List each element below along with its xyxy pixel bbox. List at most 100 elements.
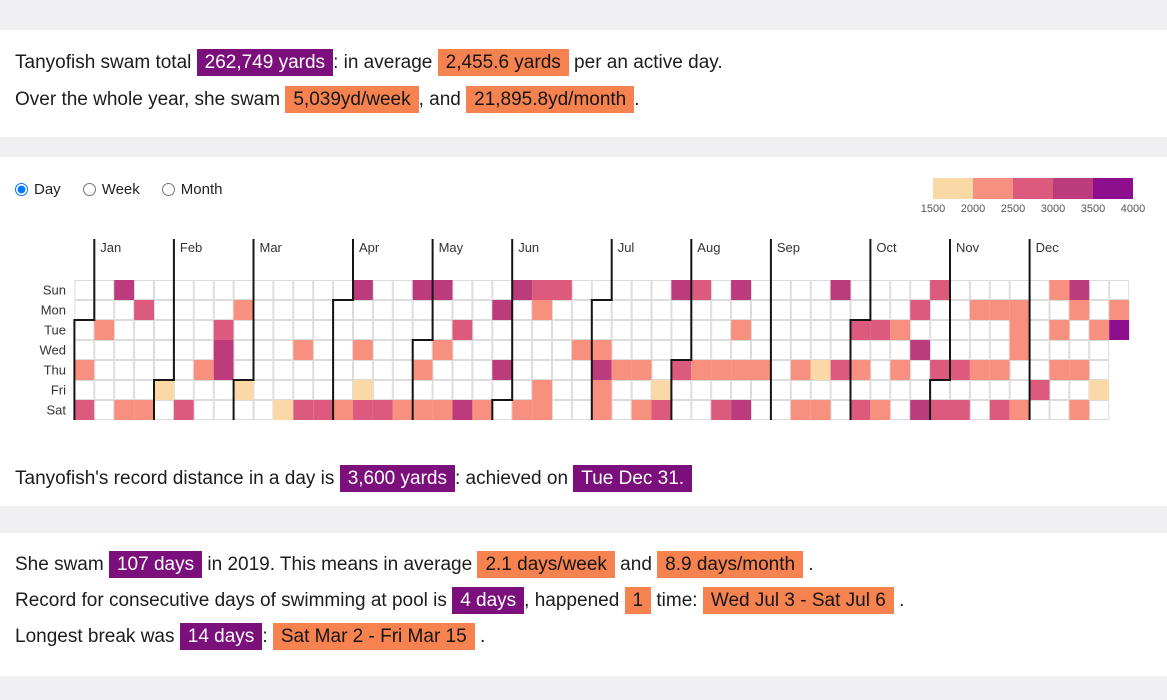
heatmap-cell[interactable]: [1009, 360, 1030, 380]
heatmap-cell[interactable]: [850, 280, 871, 300]
heatmap-cell[interactable]: [770, 360, 791, 380]
heatmap-cell[interactable]: [830, 400, 851, 420]
heatmap-cell[interactable]: [751, 320, 771, 340]
heatmap-cell-active[interactable]: [532, 280, 552, 300]
heatmap-cell[interactable]: [293, 320, 314, 340]
heatmap-cell-active[interactable]: [1069, 400, 1090, 420]
heatmap-cell[interactable]: [890, 280, 911, 300]
heatmap-cell[interactable]: [1049, 340, 1070, 360]
heatmap-cell[interactable]: [512, 380, 533, 400]
heatmap-cell[interactable]: [492, 340, 513, 360]
heatmap-cell[interactable]: [870, 280, 891, 300]
heatmap-cell[interactable]: [969, 400, 990, 420]
heatmap-cell-active[interactable]: [552, 280, 572, 300]
heatmap-cell[interactable]: [930, 340, 950, 360]
heatmap-cell-active[interactable]: [532, 400, 552, 420]
heatmap-cell[interactable]: [969, 380, 990, 400]
heatmap-cell-active[interactable]: [372, 400, 393, 420]
heatmap-cell[interactable]: [1029, 320, 1050, 340]
heatmap-cell-active[interactable]: [74, 400, 95, 420]
heatmap-cell[interactable]: [134, 280, 155, 300]
heatmap-cell-active[interactable]: [193, 360, 214, 380]
heatmap-cell-active[interactable]: [989, 360, 1010, 380]
heatmap-cell[interactable]: [253, 380, 274, 400]
heatmap-cell[interactable]: [1069, 340, 1090, 360]
heatmap-cell[interactable]: [94, 340, 115, 360]
heatmap-cell[interactable]: [74, 380, 95, 400]
heatmap-cell-active[interactable]: [731, 400, 751, 420]
heatmap-cell[interactable]: [432, 360, 453, 380]
heatmap-cell[interactable]: [114, 380, 135, 400]
heatmap-cell[interactable]: [611, 280, 632, 300]
heatmap-cell-active[interactable]: [691, 360, 712, 380]
heatmap-cell-active[interactable]: [989, 400, 1010, 420]
heatmap-cell-active[interactable]: [930, 360, 950, 380]
heatmap-cell[interactable]: [691, 320, 712, 340]
radio-month[interactable]: [161, 183, 175, 196]
heatmap-cell[interactable]: [651, 340, 672, 360]
heatmap-cell-active[interactable]: [731, 320, 751, 340]
heatmap-cell[interactable]: [74, 320, 95, 340]
heatmap-cell[interactable]: [273, 300, 294, 320]
heatmap-cell[interactable]: [969, 340, 990, 360]
heatmap-cell-active[interactable]: [910, 300, 931, 320]
heatmap-cell-active[interactable]: [134, 300, 155, 320]
heatmap-cell-active[interactable]: [154, 380, 174, 400]
heatmap-cell[interactable]: [392, 380, 413, 400]
heatmap-cell[interactable]: [711, 280, 732, 300]
heatmap-cell[interactable]: [611, 320, 632, 340]
heatmap-cell-active[interactable]: [432, 340, 453, 360]
heatmap-cell[interactable]: [1089, 280, 1110, 300]
heatmap-cell-active[interactable]: [910, 400, 931, 420]
heatmap-cell[interactable]: [1069, 320, 1090, 340]
heatmap-cell[interactable]: [253, 300, 274, 320]
heatmap-cell[interactable]: [94, 380, 115, 400]
heatmap-cell[interactable]: [711, 300, 732, 320]
heatmap-cell[interactable]: [412, 380, 433, 400]
heatmap-cell-active[interactable]: [1109, 320, 1130, 340]
heatmap-cell[interactable]: [512, 360, 533, 380]
heatmap-cell-active[interactable]: [492, 360, 513, 380]
heatmap-cell[interactable]: [631, 340, 652, 360]
heatmap-cell[interactable]: [631, 280, 652, 300]
heatmap-cell[interactable]: [333, 300, 354, 320]
heatmap-cell[interactable]: [492, 400, 513, 420]
heatmap-cell[interactable]: [532, 340, 552, 360]
heatmap-cell[interactable]: [313, 300, 334, 320]
heatmap-cell[interactable]: [671, 320, 692, 340]
heatmap-cell[interactable]: [910, 360, 931, 380]
heatmap-cell[interactable]: [293, 280, 314, 300]
heatmap-cell-active[interactable]: [930, 400, 950, 420]
heatmap-cell[interactable]: [392, 340, 413, 360]
heatmap-cell[interactable]: [969, 320, 990, 340]
heatmap-cell[interactable]: [830, 300, 851, 320]
heatmap-cell[interactable]: [591, 280, 612, 300]
heatmap-cell-active[interactable]: [213, 360, 234, 380]
heatmap-cell[interactable]: [273, 280, 294, 300]
heatmap-cell[interactable]: [74, 280, 95, 300]
heatmap-cell[interactable]: [253, 400, 274, 420]
heatmap-cell-active[interactable]: [830, 360, 851, 380]
heatmap-cell[interactable]: [372, 300, 393, 320]
heatmap-cell[interactable]: [372, 340, 393, 360]
heatmap-cell[interactable]: [770, 280, 791, 300]
heatmap-cell[interactable]: [950, 320, 970, 340]
heatmap-cell[interactable]: [631, 380, 652, 400]
heatmap-cell[interactable]: [790, 340, 811, 360]
heatmap-cell-active[interactable]: [989, 300, 1010, 320]
heatmap-cell[interactable]: [989, 340, 1010, 360]
heatmap-cell-active[interactable]: [114, 400, 135, 420]
heatmap-cell[interactable]: [154, 360, 174, 380]
heatmap-cell-active[interactable]: [810, 400, 831, 420]
heatmap-cell-active[interactable]: [1069, 360, 1090, 380]
heatmap-cell[interactable]: [432, 320, 453, 340]
heatmap-cell[interactable]: [671, 380, 692, 400]
heatmap-cell[interactable]: [770, 300, 791, 320]
heatmap-cell-active[interactable]: [651, 400, 672, 420]
heatmap-cell[interactable]: [173, 300, 194, 320]
heatmap-cell[interactable]: [173, 380, 194, 400]
heatmap-cell-active[interactable]: [930, 280, 950, 300]
heatmap-cell[interactable]: [731, 340, 751, 360]
heatmap-cell[interactable]: [432, 380, 453, 400]
heatmap-cell[interactable]: [571, 320, 592, 340]
